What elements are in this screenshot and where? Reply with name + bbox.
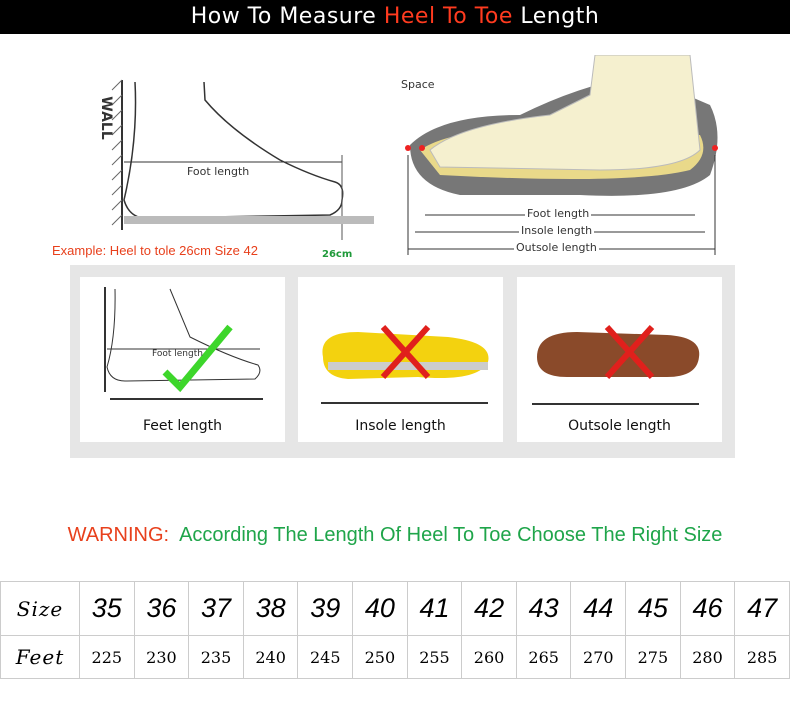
- title-highlight: Heel To Toe: [383, 4, 513, 29]
- wall-label: WALL: [97, 96, 114, 140]
- feet-cell: 255: [406, 635, 463, 679]
- size-cell: 44: [570, 580, 627, 637]
- feet-cell: 270: [570, 635, 627, 679]
- card-caption: Insole length: [355, 418, 446, 434]
- page-title: How To Measure Heel To Toe Length: [0, 0, 790, 34]
- size-cell: 43: [515, 580, 572, 637]
- card-caption: Outsole length: [568, 418, 671, 434]
- feet-cell: 260: [461, 635, 517, 679]
- card-feet-length: Foot length Feet length: [80, 277, 285, 442]
- feet-row: Feet 225 230 235 240 245 250 255 260 265 270 275 280…: [0, 635, 790, 679]
- example-text: Example: Heel to tole 26cm Size 42: [52, 243, 258, 258]
- warning-line: WARNING: According The Length Of Heel To…: [0, 524, 790, 547]
- foot-length-label-right: Foot length: [525, 207, 592, 220]
- card-caption: Feet length: [142, 418, 223, 434]
- feet-cell: 235: [188, 635, 244, 679]
- card-foot-length-label: Foot length: [152, 349, 203, 359]
- size-cell: 41: [406, 580, 463, 637]
- card-outsole-length: Outsole length: [517, 277, 722, 442]
- insole-illustration: [321, 324, 489, 404]
- size-cell: 45: [625, 580, 681, 637]
- size-cell: 38: [242, 580, 299, 637]
- feet-cell: 285: [734, 635, 790, 679]
- outsole-illustration: [532, 324, 700, 405]
- shoe-cross-section-diagram: [405, 55, 718, 255]
- size-cell: 36: [133, 580, 190, 637]
- insole-length-label: Insole length: [519, 224, 595, 237]
- feet-cell: 240: [242, 635, 299, 679]
- feet-cell: 225: [79, 635, 135, 679]
- space-label: Space: [401, 78, 435, 91]
- feet-cell: 245: [297, 635, 354, 679]
- size-cell: 35: [79, 580, 135, 637]
- feet-cell: 250: [352, 635, 408, 679]
- size-table: Size 35 36 37 38 39 40 41 42 43 44 45 46 47 Feet 225 23…: [0, 580, 790, 679]
- size-row: Size 35 36 37 38 39 40 41 42 43 44 45 46 47: [0, 580, 790, 637]
- title-text-end: Length: [512, 4, 600, 29]
- size-header: Size: [0, 580, 80, 637]
- warning-label: WARNING:: [67, 524, 170, 546]
- feet-cell: 265: [515, 635, 572, 679]
- feet-cell: 230: [133, 635, 190, 679]
- feet-header: Feet: [0, 635, 80, 679]
- cm-mark-label: 26cm: [322, 249, 353, 260]
- feet-cell: 280: [679, 635, 736, 679]
- title-text: How To Measure: [190, 4, 384, 29]
- feet-cell: 275: [625, 635, 681, 679]
- foot-measure-diagram: [111, 79, 374, 240]
- feet-length-illustration: [104, 287, 263, 400]
- size-cell: 37: [188, 580, 244, 637]
- size-cell: 46: [679, 580, 736, 637]
- warning-text: According The Length Of Heel To Toe Choo…: [179, 524, 723, 546]
- outsole-length-label: Outsole length: [514, 241, 599, 254]
- size-cell: 47: [734, 580, 790, 637]
- size-cell: 40: [352, 580, 408, 637]
- card-insole-length: Insole length: [298, 277, 503, 442]
- size-cell: 39: [297, 580, 354, 637]
- size-cell: 42: [461, 580, 517, 637]
- foot-length-label: Foot length: [187, 165, 250, 178]
